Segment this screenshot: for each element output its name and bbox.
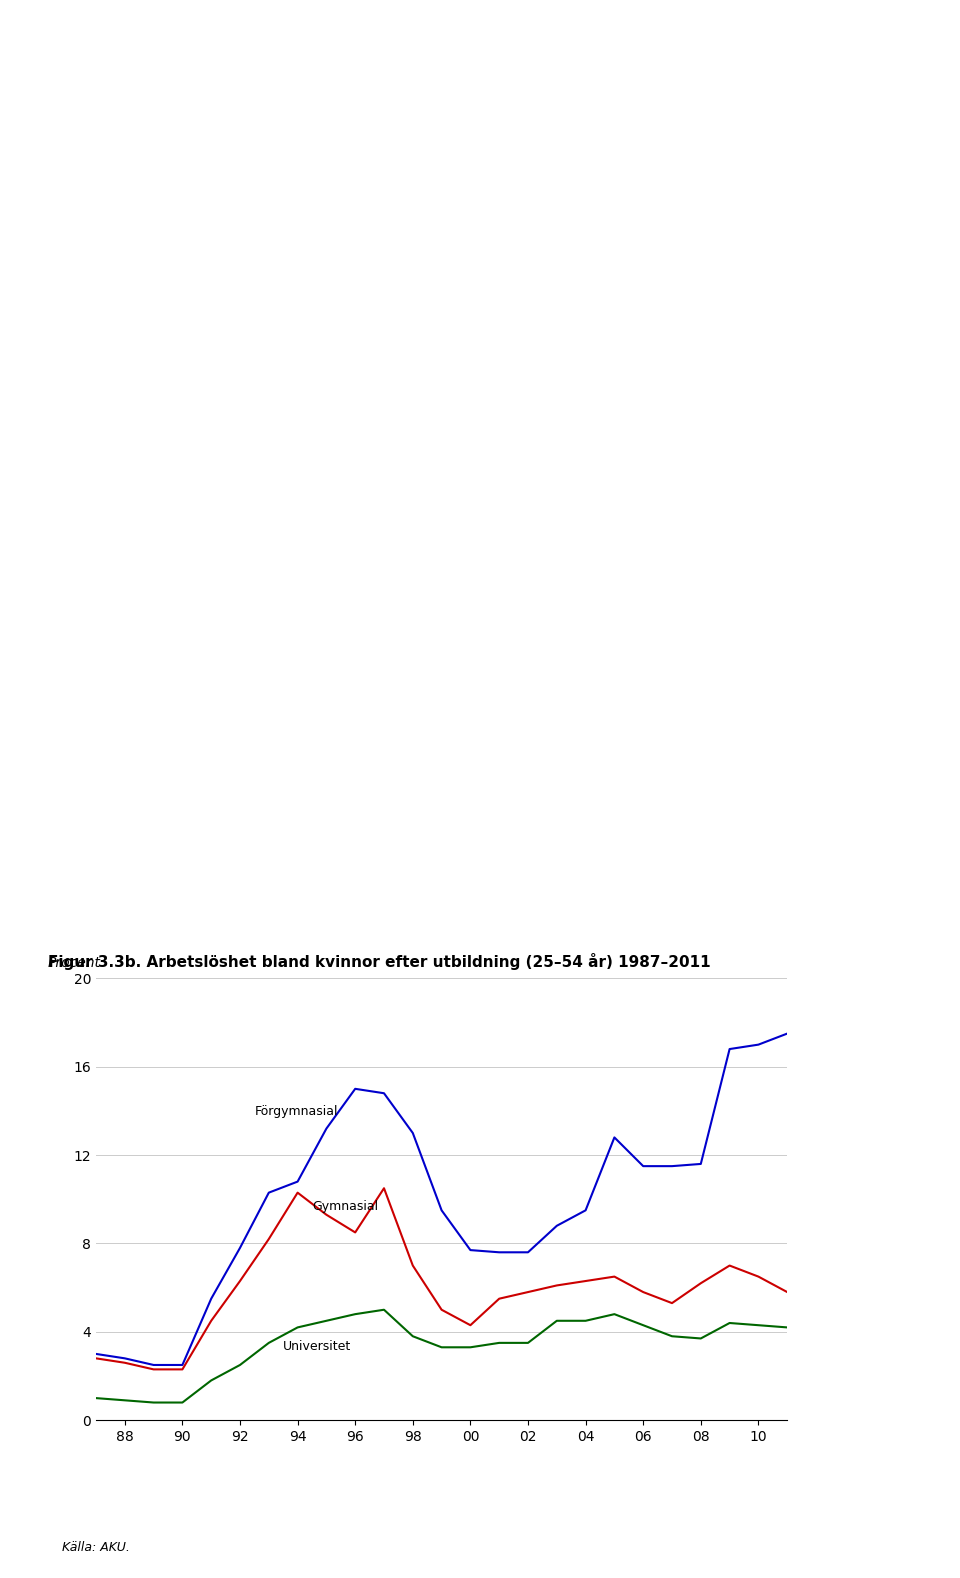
Text: Figur 3.3b. Arbetslöshet bland kvinnor efter utbildning (25–54 år) 1987–2011: Figur 3.3b. Arbetslöshet bland kvinnor e… bbox=[48, 953, 710, 970]
Text: Procent: Procent bbox=[48, 956, 101, 969]
Text: Gymnasial: Gymnasial bbox=[312, 1201, 378, 1213]
Text: Förgymnasial: Förgymnasial bbox=[254, 1105, 338, 1119]
Text: Universitet: Universitet bbox=[283, 1340, 351, 1352]
Text: Källa: AKU.: Källa: AKU. bbox=[62, 1542, 131, 1554]
